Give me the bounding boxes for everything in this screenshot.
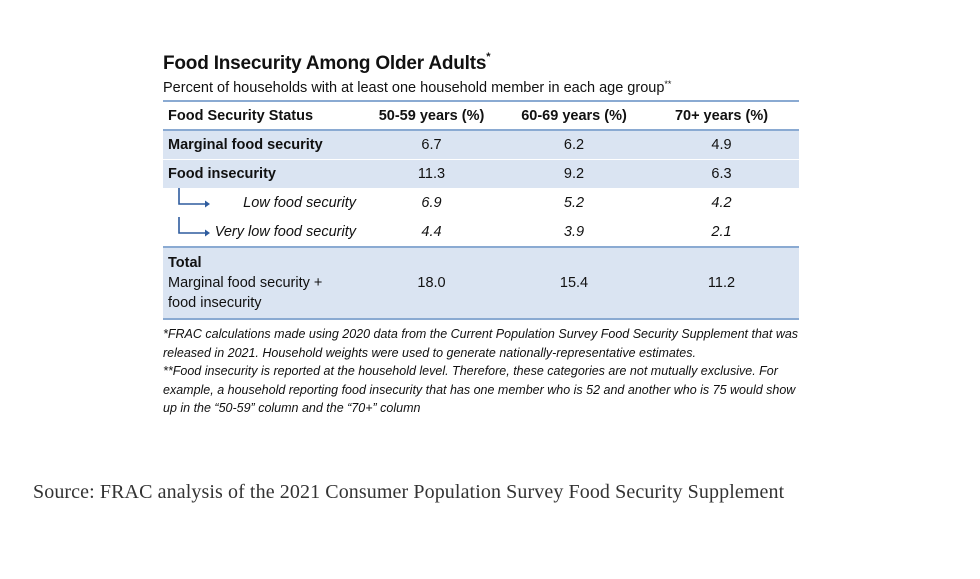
data-table: Food Security Status 50-59 years (%) 60-… [163,100,799,320]
cell-total-60-69: 15.4 [504,246,644,320]
row-label-marginal: Marginal food security [163,130,359,160]
subtitle-text: Percent of households with at least one … [163,80,665,96]
cell-very-low-60-69: 3.9 [563,223,585,240]
cell-very-low-50-59: 4.4 [421,223,442,240]
branch-arrow-icon [178,217,210,237]
table-row-food-insecurity: Food insecurity 11.3 9.2 6.3 [163,159,799,188]
header-row: Food Security Status 50-59 years (%) 60-… [163,100,799,131]
cell-insecurity-50-59: 11.3 [359,159,504,188]
table-row-total: Total Marginal food security + food inse… [163,246,799,320]
cell-low-70-plus: 4.2 [711,194,732,211]
cell-insecurity-70-plus: 6.3 [644,159,799,188]
row-label-low-food-security-cell: Low food security [163,188,359,217]
table-row-very-low-food-security: Very low food security 4.4 3.9 2.1 [163,217,799,247]
row-label-very-low-food-security: Very low food security [214,223,356,240]
column-header-70-plus: 70+ years (%) [644,100,799,131]
cell-total-50-59: 18.0 [359,246,504,320]
cell-low-50-59: 6.9 [421,194,442,211]
row-label-total: Total [168,255,202,271]
column-header-status: Food Security Status [163,100,359,131]
row-sublabel-total-line1: Marginal food security + [168,275,323,291]
cell-very-low-70-plus: 2.1 [711,223,732,240]
row-label-very-low-food-security-cell: Very low food security [163,217,359,247]
row-label-total-cell: Total Marginal food security + food inse… [163,246,359,320]
cell-total-70-plus: 11.2 [644,246,799,320]
footnote-2: **Food insecurity is reported at the hou… [163,364,796,415]
figure-subtitle: Percent of households with at least one … [163,78,799,100]
source-caption: Source: FRAC analysis of the 2021 Consum… [33,481,785,503]
branch-arrow-icon [178,188,210,208]
cell-marginal-60-69: 6.2 [504,130,644,160]
cell-low-60-69: 5.2 [563,194,585,211]
row-sublabel-total-line2: food insecurity [168,295,262,311]
cell-marginal-50-59: 6.7 [359,130,504,160]
table-row-marginal: Marginal food security 6.7 6.2 4.9 [163,130,799,160]
subtitle-footnote-mark: ** [664,79,672,89]
figure-title: Food Insecurity Among Older Adults* [163,50,799,78]
column-header-50-59: 50-59 years (%) [359,100,504,131]
cell-marginal-70-plus: 4.9 [644,130,799,160]
row-label-low-food-security: Low food security [243,194,356,211]
title-text: Food Insecurity Among Older Adults [163,53,487,74]
cell-insecurity-60-69: 9.2 [504,159,644,188]
table-figure: Food Insecurity Among Older Adults* Perc… [163,50,799,418]
row-label-food-insecurity: Food insecurity [163,159,359,188]
footnote-1: *FRAC calculations made using 2020 data … [163,327,799,360]
column-header-60-69: 60-69 years (%) [504,100,644,131]
title-footnote-mark: * [486,51,491,63]
table-row-low-food-security: Low food security 6.9 5.2 4.2 [163,188,799,217]
footnotes: *FRAC calculations made using 2020 data … [163,325,799,418]
